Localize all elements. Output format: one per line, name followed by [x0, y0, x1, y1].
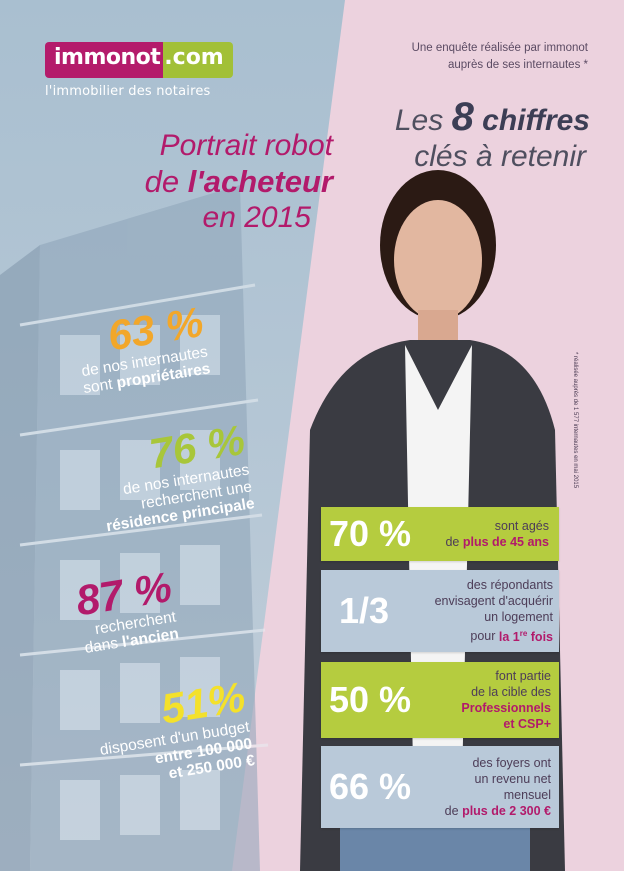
footnote: * réalisée auprès de 1 577 internautes e… [566, 352, 580, 522]
logo-tagline: l'immobilier des notaires [45, 84, 211, 99]
survey-line-2: auprès de ses internautes * [447, 59, 588, 71]
box-text: des foyers ont un revenu net mensuel de … [444, 756, 551, 818]
building-photo [0, 185, 269, 871]
footnote-text: * réalisée auprès de 1 577 internautes e… [572, 352, 578, 489]
box-age: 70 % sont agés de plus de 45 ans [321, 507, 559, 561]
portrait-line-3: en 2015 [202, 201, 311, 234]
portrait-title: Portrait robot de l'acheteur en 2015 [118, 128, 333, 236]
box-number: 70 % [329, 513, 412, 554]
box-csp: 50 % font partie de la cible des Profess… [321, 662, 559, 738]
box-number: 66 % [329, 766, 412, 807]
box-number: 50 % [329, 679, 412, 720]
key-figures-title: Les 8 chiffres clés à retenir [394, 95, 590, 176]
key-title-line-2: clés à retenir [414, 140, 586, 173]
logo-mark: immonot .com [45, 42, 233, 78]
portrait-line-2: de l'acheteur [144, 164, 333, 199]
box-text: font partie de la cible des Professionne… [461, 669, 551, 731]
logo[interactable]: immonot .com l'immobilier des notaires [45, 42, 233, 99]
key-title-line-1: Les 8 chiffres [394, 95, 590, 139]
box-income: 66 % des foyers ont un revenu net mensue… [321, 746, 559, 828]
box-text: des répondants envisagent d'acquérir un … [434, 578, 553, 644]
survey-line-1: Une enquête réalisée par immonot [411, 42, 588, 54]
stat-old-property: 87 % recherchent dans l'ancien [73, 563, 180, 657]
box-number: 1/3 [339, 590, 390, 631]
survey-note: Une enquête réalisée par immonot auprès … [412, 40, 588, 74]
box-first-time: 1/3 des répondants envisagent d'acquérir… [321, 570, 559, 652]
logo-brand: immonot [45, 42, 164, 78]
box-text: sont agés de plus de 45 ans [445, 519, 549, 549]
logo-suffix: .com [163, 42, 233, 78]
portrait-line-1: Portrait robot [159, 129, 333, 162]
